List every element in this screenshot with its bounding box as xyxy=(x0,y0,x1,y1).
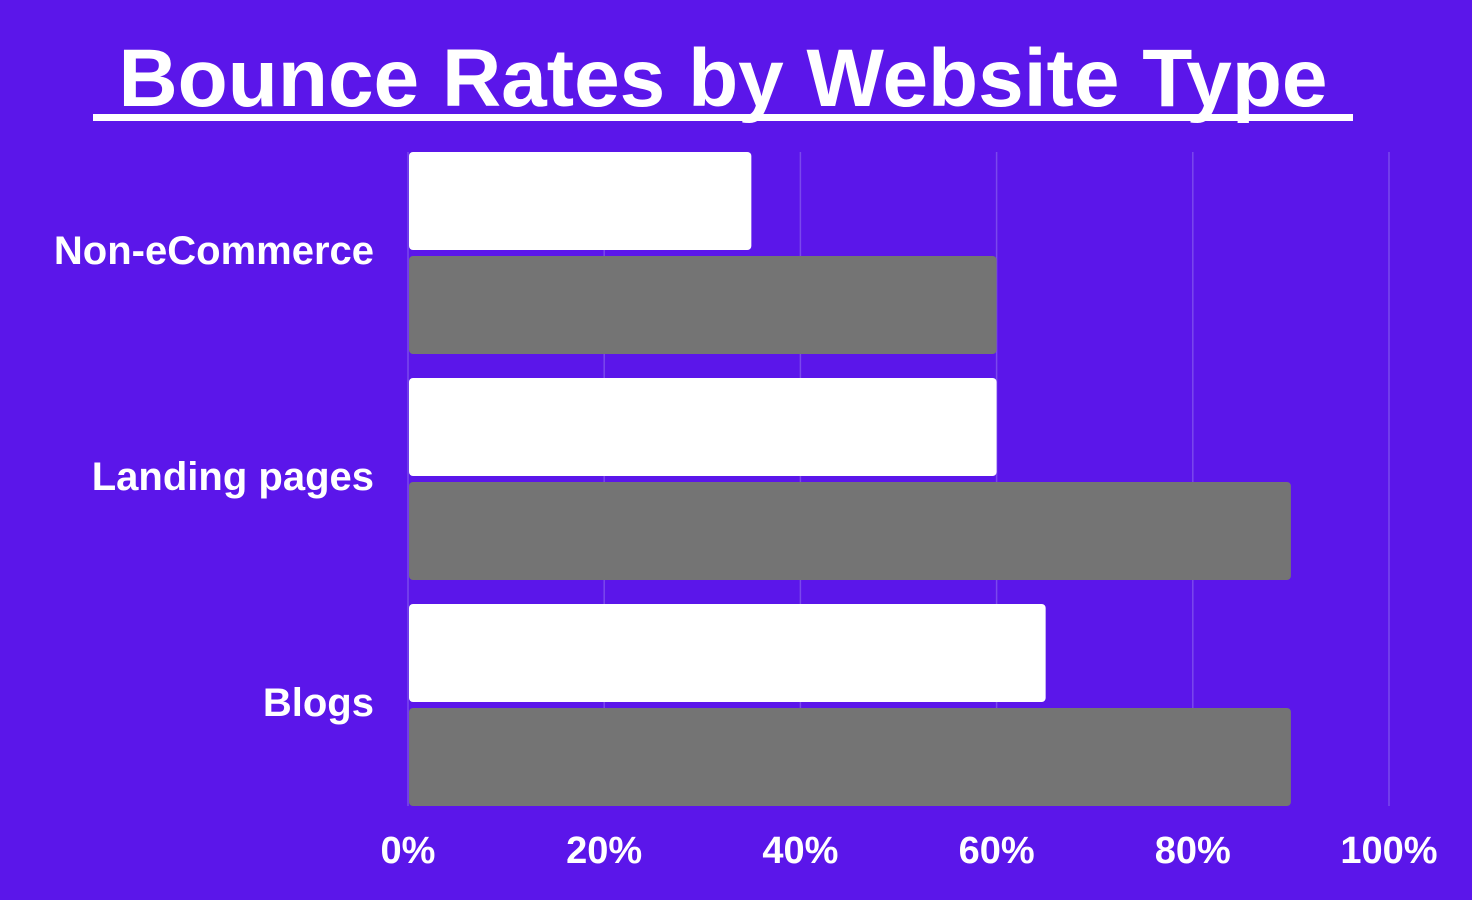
bars xyxy=(409,152,1291,806)
category-label-landing-pages: Landing pages xyxy=(92,455,374,499)
bar-blogs-series-2 xyxy=(409,708,1291,806)
grid-lines xyxy=(407,152,1390,806)
x-tick-label-0: 0% xyxy=(381,830,436,872)
category-label-non-ecommerce: Non-eCommerce xyxy=(54,229,374,273)
bar-blogs-series-1 xyxy=(409,604,1046,702)
x-tick-label-80: 80% xyxy=(1155,830,1231,872)
bar-landing-pages-series-2 xyxy=(409,482,1291,580)
x-tick-label-40: 40% xyxy=(762,830,838,872)
bar-non-ecommerce-series-2 xyxy=(409,256,997,354)
title-underline xyxy=(93,114,1353,121)
x-tick-label-60: 60% xyxy=(959,830,1035,872)
category-labels: Non-eCommerce Landing pages Blogs xyxy=(54,229,374,725)
x-tick-label-20: 20% xyxy=(566,830,642,872)
bar-landing-pages-series-1 xyxy=(409,378,997,476)
x-tick-label-100: 100% xyxy=(1340,830,1437,872)
bar-non-ecommerce-series-1 xyxy=(409,152,752,250)
x-tick-labels: 0% 20% 40% 60% 80% 100% xyxy=(381,830,1438,872)
category-label-blogs: Blogs xyxy=(263,681,374,725)
chart-title: Bounce Rates by Website Type xyxy=(118,33,1327,124)
